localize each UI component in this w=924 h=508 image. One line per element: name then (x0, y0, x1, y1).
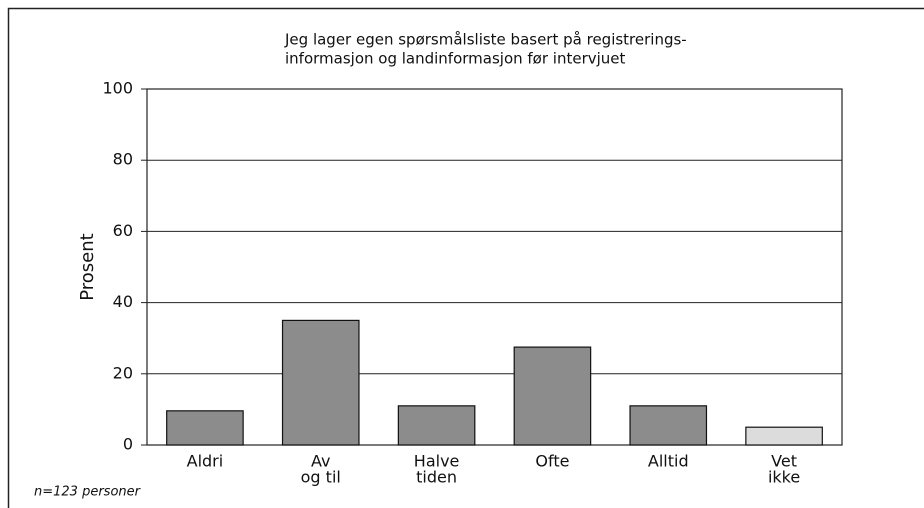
frame (7, 7, 924, 508)
y-axis-label: Prosent (77, 233, 98, 300)
x-tick-label: ikke (768, 468, 800, 487)
y-tick-label: 100 (102, 79, 133, 98)
plot-border (146, 88, 843, 446)
note: n=123 personer (34, 485, 142, 500)
x-tick-label: Av (311, 452, 330, 471)
y-tick-label: 60 (113, 221, 133, 240)
x-tick-label: Halve (414, 452, 460, 471)
bar (397, 405, 476, 446)
bar (281, 319, 360, 446)
bar (513, 346, 592, 446)
chart-title: informasjon og landinformasjon før inter… (285, 50, 626, 68)
bar (629, 405, 708, 446)
y-tick-label: 0 (123, 435, 133, 454)
bar (745, 426, 823, 446)
y-tick-label: 20 (113, 363, 133, 382)
bar (166, 410, 244, 446)
x-tick-label: Alltid (648, 452, 689, 471)
x-tick-label: Aldri (187, 452, 224, 471)
x-tick-label: Vet (771, 452, 797, 471)
chart-title: Jeg lager egen spørsmålsliste basert på … (284, 31, 687, 49)
y-tick-label: 80 (113, 150, 133, 169)
x-tick-label: og til (301, 468, 341, 487)
x-tick-label: tiden (416, 468, 457, 487)
x-tick-label: Ofte (535, 452, 569, 471)
y-tick-label: 40 (113, 292, 133, 311)
